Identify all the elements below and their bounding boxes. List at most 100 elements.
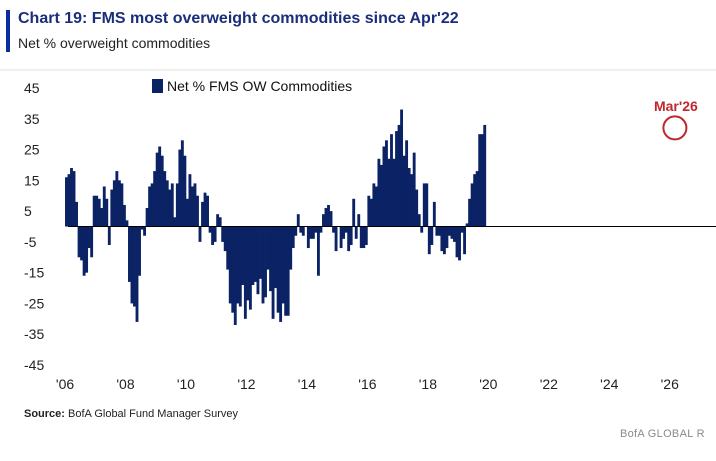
x-tick-label: '24 <box>600 376 618 392</box>
bar <box>241 226 245 285</box>
bar <box>387 158 391 227</box>
bar <box>92 195 96 227</box>
bar <box>349 226 353 245</box>
bar <box>70 168 73 227</box>
source-note: Source: BofA Global Fund Manager Survey <box>24 408 238 420</box>
annotation-label: Mar'26 <box>654 98 698 114</box>
bar <box>105 198 109 227</box>
bar <box>236 226 240 304</box>
bar <box>455 226 459 258</box>
y-tick-label: 25 <box>24 142 40 158</box>
bar <box>402 155 406 227</box>
bar <box>415 189 419 227</box>
bar <box>294 226 298 236</box>
brand-watermark: BofA GLOBAL R <box>620 428 705 440</box>
bar <box>473 174 477 227</box>
bar <box>269 226 272 292</box>
x-tick-label: '20 <box>479 376 497 392</box>
bar <box>374 186 378 227</box>
bar <box>180 140 184 227</box>
bar <box>362 226 366 249</box>
bar <box>87 226 91 249</box>
y-tick-label: -5 <box>24 234 37 250</box>
bar <box>143 226 146 236</box>
bar <box>417 214 421 227</box>
annotation-circle <box>662 115 688 141</box>
bar <box>397 124 401 227</box>
y-tick-label: 15 <box>24 172 40 188</box>
bar <box>238 226 242 307</box>
bar <box>445 226 449 249</box>
bar <box>216 214 220 227</box>
bar <box>170 183 174 227</box>
bar <box>364 226 368 245</box>
bar <box>274 226 278 289</box>
bar <box>286 226 290 316</box>
bar <box>382 146 386 227</box>
bar <box>385 140 388 227</box>
bar <box>259 226 262 279</box>
bar <box>140 226 144 230</box>
bar <box>410 174 414 227</box>
bar <box>211 226 215 245</box>
bar <box>372 183 376 227</box>
x-tick-label: '14 <box>298 376 316 392</box>
bar <box>193 183 197 227</box>
bar <box>329 211 333 227</box>
bar <box>299 226 303 233</box>
legend-swatch <box>152 79 163 93</box>
legend-label: Net % FMS OW Commodities <box>167 78 352 94</box>
x-tick-label: '12 <box>237 376 255 392</box>
bar <box>425 183 429 227</box>
bar <box>475 171 479 227</box>
bar <box>435 226 439 236</box>
bar <box>344 226 348 233</box>
bar <box>284 226 288 316</box>
bar <box>231 226 235 313</box>
bar <box>392 158 396 227</box>
bar <box>468 198 472 227</box>
bar <box>178 149 182 227</box>
bar <box>465 223 469 227</box>
bar <box>165 180 169 227</box>
x-tick-label: '22 <box>540 376 558 392</box>
bar <box>264 226 267 298</box>
bar <box>191 186 194 227</box>
x-tick-label: '18 <box>419 376 437 392</box>
legend: Net % FMS OW Commodities <box>152 78 352 94</box>
bar <box>266 226 270 270</box>
bar <box>291 226 295 249</box>
bar <box>150 183 154 227</box>
x-tick-label: '06 <box>56 376 74 392</box>
bar <box>314 226 318 233</box>
bar <box>100 208 104 227</box>
bar <box>400 109 404 227</box>
bar <box>213 226 217 242</box>
bar <box>67 174 71 227</box>
bar <box>97 198 101 227</box>
source-label: Source: <box>24 408 65 420</box>
y-tick-label: 45 <box>24 80 40 96</box>
bar <box>112 180 116 227</box>
bar <box>160 155 164 227</box>
x-tick-label: '10 <box>177 376 195 392</box>
bar <box>430 226 434 245</box>
bar <box>183 155 187 227</box>
bar <box>437 226 441 236</box>
bar <box>218 217 222 227</box>
bar <box>208 226 212 233</box>
bar <box>120 183 124 227</box>
bar <box>470 183 474 227</box>
bar <box>90 226 94 258</box>
bar <box>168 189 172 227</box>
bar <box>483 124 487 227</box>
bar <box>77 226 81 258</box>
x-axis: '06 '08 '10 '12 '14 '16 '18 '20 '22 '24 '26 <box>56 376 679 392</box>
bar <box>357 214 361 227</box>
bar <box>432 201 436 227</box>
bar <box>133 226 136 307</box>
bar <box>405 140 409 227</box>
bar <box>228 226 232 304</box>
bar <box>107 226 111 245</box>
